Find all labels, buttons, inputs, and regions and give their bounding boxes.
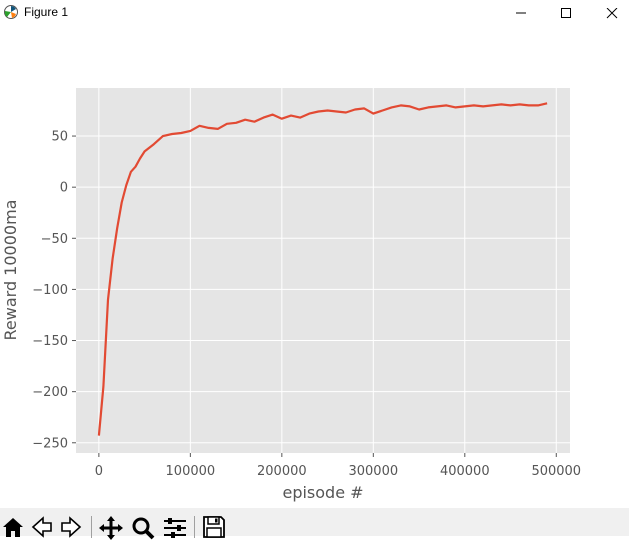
x-tick-label: 500000 bbox=[531, 464, 581, 479]
y-tick-label: −50 bbox=[41, 232, 68, 247]
toolbar-separator bbox=[91, 516, 92, 538]
toolbar-separator bbox=[194, 516, 195, 538]
x-tick-label: 300000 bbox=[348, 464, 398, 479]
home-icon bbox=[3, 518, 23, 537]
figure-canvas[interactable]: 0 100000 200000 300000 400000 500000 −250 −200 −… bbox=[0, 28, 629, 508]
x-tick-label: 200000 bbox=[257, 464, 307, 479]
pan-button[interactable] bbox=[98, 515, 124, 541]
axis-ticks: 0 100000 200000 300000 400000 500000 −250 −200 −… bbox=[32, 130, 581, 479]
chart-svg: 0 100000 200000 300000 400000 500000 −250 −200 −… bbox=[1, 88, 581, 502]
forward-arrow-icon bbox=[61, 516, 82, 538]
grid-lines bbox=[76, 88, 570, 453]
series-line bbox=[97, 102, 548, 436]
plot-area bbox=[76, 88, 570, 453]
window-titlebar: Figure 1 bbox=[0, 0, 629, 28]
home-button[interactable] bbox=[1, 515, 27, 541]
save-icon bbox=[203, 516, 225, 538]
zoom-button[interactable] bbox=[130, 515, 156, 541]
y-tick-label: −100 bbox=[32, 283, 68, 298]
window-title: Figure 1 bbox=[24, 5, 69, 19]
back-button[interactable] bbox=[30, 515, 56, 541]
configure-subplots-button[interactable] bbox=[162, 515, 188, 541]
y-tick-label: −150 bbox=[32, 334, 68, 349]
x-tick-label: 0 bbox=[95, 464, 103, 479]
save-button[interactable] bbox=[202, 515, 228, 541]
y-tick-label: 0 bbox=[60, 181, 68, 196]
y-tick-label: 50 bbox=[51, 130, 68, 145]
y-tick-label: −250 bbox=[32, 436, 68, 451]
navigation-toolbar bbox=[0, 508, 629, 540]
x-tick-label: 100000 bbox=[166, 464, 216, 479]
move-icon bbox=[99, 516, 123, 540]
back-arrow-icon bbox=[31, 516, 52, 538]
close-button[interactable] bbox=[589, 0, 629, 28]
y-axis-label: Reward 10000ma bbox=[1, 200, 20, 341]
forward-button[interactable] bbox=[59, 515, 85, 541]
close-icon bbox=[606, 8, 618, 19]
maximize-icon bbox=[561, 8, 571, 18]
matplotlib-logo-icon bbox=[4, 5, 18, 19]
y-tick-label: −200 bbox=[32, 385, 68, 400]
series-group bbox=[97, 102, 548, 436]
minimize-icon bbox=[516, 12, 526, 14]
zoom-icon bbox=[132, 517, 155, 540]
maximize-button[interactable] bbox=[543, 0, 589, 28]
minimize-button[interactable] bbox=[498, 0, 544, 28]
x-tick-label: 400000 bbox=[440, 464, 490, 479]
sliders-icon bbox=[164, 518, 186, 538]
x-axis-label: episode # bbox=[282, 483, 363, 502]
